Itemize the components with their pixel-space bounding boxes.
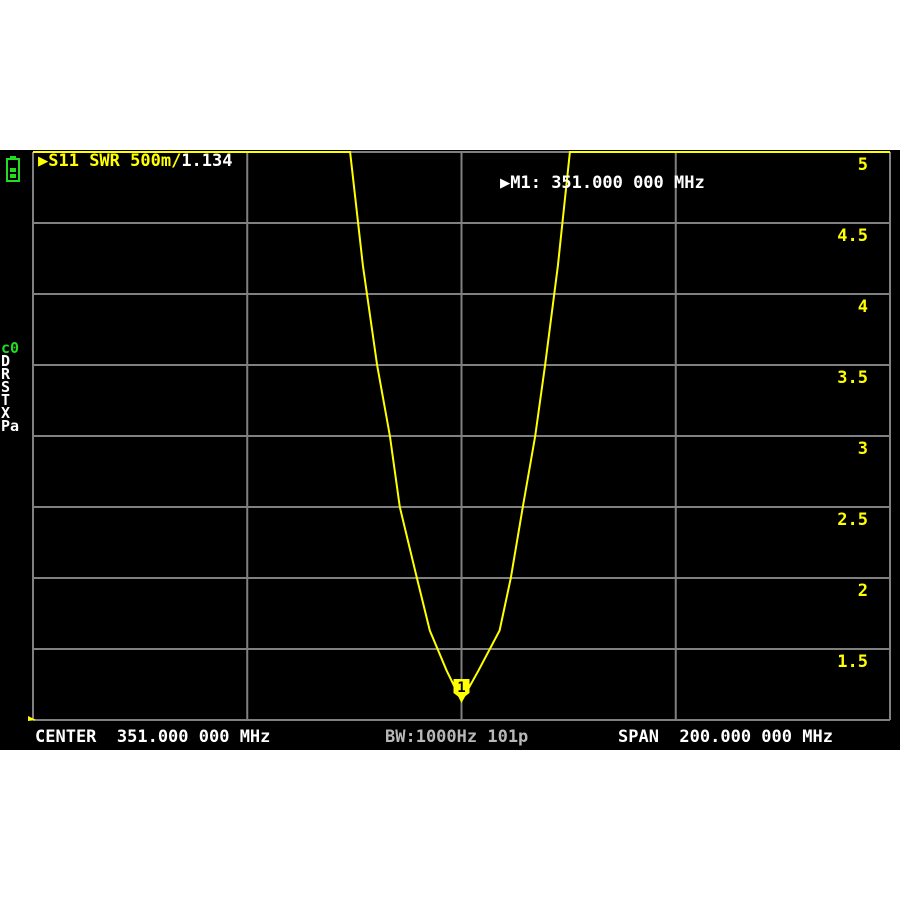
y-tick-label: 1.5 [837,652,868,672]
side-item-r[interactable]: R [1,365,11,383]
marker-flag [453,678,470,699]
marker-readout[interactable]: ▶M1: 351.000 000 MHz [500,174,705,192]
span-frequency[interactable]: SPAN 200.000 000 MHz [618,727,833,747]
trace-arrow-icon: ▶ [38,151,49,171]
battery-icon [6,156,20,182]
side-menu: c0 D R S T X Pa [1,339,20,435]
y-tick-label: 4.5 [837,226,868,246]
side-item-d[interactable]: D [1,352,11,370]
marker-arrow-icon: ▶ [500,173,511,193]
swr-chart[interactable]: 5 4.5 4 3.5 3 2.5 2 1.5 1 [0,150,900,750]
y-tick-label: 2.5 [837,510,868,530]
y-tick-label: 2 [858,581,868,601]
y-tick-label: 3 [858,439,868,459]
y-tick-label: 5 [858,155,868,175]
reference-level-icon [28,716,36,721]
trace-value: 1.134 [181,151,233,171]
y-tick-label: 4 [858,297,868,317]
y-tick-label: 3.5 [837,368,868,388]
marker-number: 1 [457,680,465,696]
marker-1-icon[interactable]: 1 [453,678,470,699]
trace-label[interactable]: ▶S11 SWR 500m/1.134 [38,152,233,170]
side-item-c0[interactable]: c0 [1,339,20,357]
side-item-x[interactable]: X [1,404,11,422]
nanovna-screen: 5 4.5 4 3.5 3 2.5 2 1.5 1 ▶S11 SWR 500m/1.134 ▶M… [0,150,900,750]
center-frequency[interactable]: CENTER 351.000 000 MHz [35,727,271,747]
side-item-s[interactable]: S [1,378,11,396]
side-item-t[interactable]: T [1,391,11,409]
bandwidth-points: BW:1000Hz 101p [385,727,529,747]
swr-trace [33,151,890,704]
marker-frequency: M1: 351.000 000 MHz [510,173,705,193]
side-item-pa[interactable]: Pa [1,417,20,435]
trace-format: S11 SWR 500m/ [48,151,182,171]
